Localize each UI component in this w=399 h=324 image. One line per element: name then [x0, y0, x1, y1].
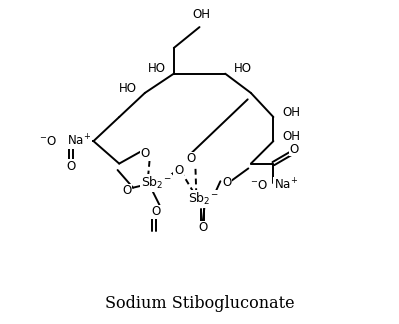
Text: O: O [174, 164, 183, 177]
Text: O: O [152, 205, 161, 218]
Text: OH: OH [192, 8, 210, 21]
Text: O: O [290, 143, 299, 156]
Text: O: O [187, 152, 196, 165]
Text: $^{-}$O: $^{-}$O [39, 134, 57, 148]
Text: O: O [198, 221, 207, 234]
Text: Na$^{+}$: Na$^{+}$ [274, 178, 298, 193]
Text: O: O [222, 176, 231, 190]
Text: OH: OH [282, 130, 300, 143]
Text: Na$^{+}$: Na$^{+}$ [67, 133, 91, 149]
Text: OH: OH [282, 106, 300, 119]
Text: O: O [66, 160, 76, 173]
Text: HO: HO [234, 62, 252, 75]
Text: Sodium Stibogluconate: Sodium Stibogluconate [105, 295, 294, 312]
Text: O: O [122, 184, 132, 197]
Text: Sb$_2$$^{-}$: Sb$_2$$^{-}$ [141, 175, 171, 191]
Text: HO: HO [148, 62, 166, 75]
Text: HO: HO [119, 82, 137, 95]
Text: $^{-}$O: $^{-}$O [250, 179, 268, 192]
Text: Sb$_2$$^{-}$: Sb$_2$$^{-}$ [188, 191, 218, 207]
Text: O: O [140, 147, 150, 160]
